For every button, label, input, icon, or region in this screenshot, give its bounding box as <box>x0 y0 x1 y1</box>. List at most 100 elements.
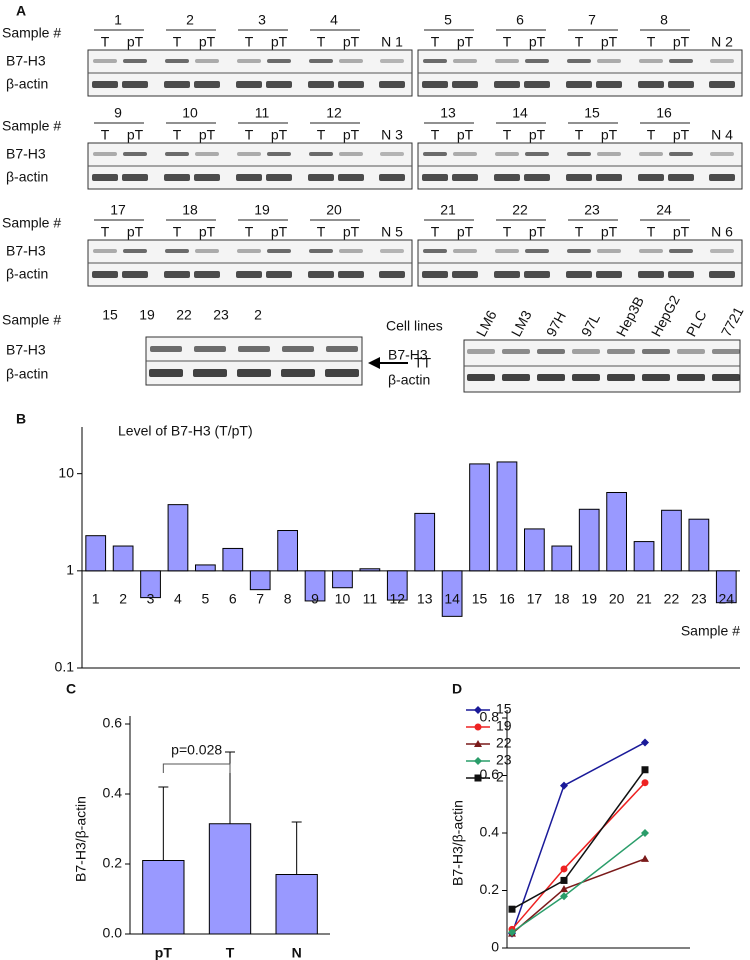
blot-band <box>567 249 591 253</box>
lane-label: T <box>101 127 110 143</box>
blot-band <box>494 174 520 181</box>
sample-number: 20 <box>326 202 342 218</box>
blot-band <box>308 81 334 88</box>
bar <box>277 530 298 572</box>
lane-label: pT <box>529 34 546 50</box>
blot-band <box>164 174 190 181</box>
lane-label: pT <box>601 224 618 240</box>
blot-band <box>93 59 117 63</box>
blot-band <box>309 152 333 156</box>
blot-band <box>639 152 663 156</box>
bar <box>167 504 189 572</box>
y-tick-label: 0.2 <box>103 855 123 871</box>
point <box>474 706 482 714</box>
sample-number: 2 <box>254 307 262 323</box>
lane-label: T <box>317 34 326 50</box>
lane-label: T <box>431 127 440 143</box>
x-tick-label: 16 <box>499 591 515 607</box>
blot-band <box>639 59 663 63</box>
blot-band <box>467 349 495 354</box>
normal-label: N 5 <box>381 224 403 240</box>
blot-band <box>165 249 189 253</box>
x-tick-label: 23 <box>691 591 707 607</box>
blot-band <box>668 174 694 181</box>
x-tick-label: T <box>226 945 235 960</box>
blot-band <box>194 271 220 278</box>
blot-band <box>380 152 404 156</box>
x-tick-label: 14 <box>444 591 460 607</box>
normal-label: N 4 <box>711 127 733 143</box>
blot-band <box>677 374 705 381</box>
blot-band <box>495 59 519 63</box>
y-tick-label: 1 <box>66 562 74 578</box>
blot-band <box>238 346 270 352</box>
lane-label: T <box>245 34 254 50</box>
y-tick-label: 0.4 <box>480 824 500 840</box>
sample-number: 19 <box>139 307 155 323</box>
blot-band <box>524 81 550 88</box>
blot-band <box>379 271 405 278</box>
blot-band <box>452 174 478 181</box>
blot-band <box>123 59 147 63</box>
blot-band <box>93 249 117 253</box>
x-tick-label: 10 <box>335 591 351 607</box>
blot-band <box>494 271 520 278</box>
lane-label: T <box>431 224 440 240</box>
x-tick-label: 21 <box>636 591 652 607</box>
sample-number: 3 <box>258 12 266 28</box>
x-tick-label: 5 <box>201 591 209 607</box>
bar <box>112 545 134 572</box>
sample-number: 2 <box>186 12 194 28</box>
normal-label: N 3 <box>381 127 403 143</box>
blot-band <box>195 59 219 63</box>
sample-number: 1 <box>114 12 122 28</box>
blot-band <box>236 174 262 181</box>
sample-number: 7 <box>588 12 596 28</box>
x-tick-label: 19 <box>581 591 597 607</box>
blot-band <box>494 81 520 88</box>
blot-band <box>668 271 694 278</box>
lane-label: pT <box>271 224 288 240</box>
sample-number: 4 <box>330 12 338 28</box>
sample-number: 24 <box>656 202 672 218</box>
blot-band <box>195 152 219 156</box>
blot-band <box>150 346 182 352</box>
lane-label: T <box>317 224 326 240</box>
blot-band <box>309 249 333 253</box>
y-tick-label: 0.8 <box>480 709 500 725</box>
point <box>474 723 482 731</box>
blot-band <box>642 349 670 354</box>
blot-band <box>709 271 735 278</box>
y-tick-label: 0.6 <box>103 715 123 731</box>
blot-band <box>495 249 519 253</box>
blot-band <box>638 174 664 181</box>
lane-label: T <box>647 34 656 50</box>
normal-label: N 6 <box>711 224 733 240</box>
blot-band <box>422 271 448 278</box>
row-label: β-actin <box>388 372 430 388</box>
blot-band <box>267 152 291 156</box>
blot-band <box>566 174 592 181</box>
blot-band <box>566 81 592 88</box>
cell-line-label: LM3 <box>508 307 535 339</box>
sample-number: 11 <box>255 105 270 121</box>
blot-band <box>266 174 292 181</box>
point <box>508 928 516 937</box>
lane-label: pT <box>601 34 618 50</box>
error-bar <box>225 751 235 824</box>
lane-label: pT <box>601 127 618 143</box>
x-tick-label: pT <box>489 959 507 960</box>
blot-band <box>669 249 693 253</box>
lane-label: T <box>173 34 182 50</box>
blot-band <box>93 152 117 156</box>
blot-band <box>339 152 363 156</box>
blot-band <box>380 249 404 253</box>
blot-band <box>380 59 404 63</box>
x-tick-label: 9 <box>311 591 319 607</box>
point <box>560 865 568 873</box>
cell-line-label: HepG2 <box>648 292 683 339</box>
blot-band <box>338 174 364 181</box>
sample-number: 16 <box>656 105 672 121</box>
lane-label: pT <box>199 34 216 50</box>
blot-band <box>502 349 530 354</box>
